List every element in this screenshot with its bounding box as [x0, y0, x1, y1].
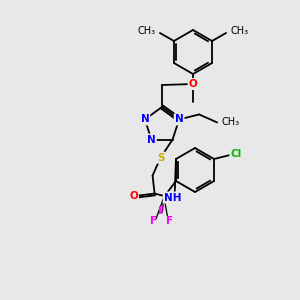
Text: NH: NH — [164, 193, 181, 202]
Text: CH₃: CH₃ — [230, 26, 248, 36]
Text: Cl: Cl — [230, 149, 242, 159]
Text: F: F — [158, 206, 166, 216]
Text: N: N — [175, 114, 184, 124]
Text: F: F — [150, 216, 158, 226]
Text: N: N — [147, 135, 156, 145]
Text: CH₃: CH₃ — [221, 117, 239, 128]
Text: CH₃: CH₃ — [138, 26, 156, 36]
Text: F: F — [167, 216, 173, 226]
Text: N: N — [140, 114, 149, 124]
Text: O: O — [129, 190, 138, 201]
Text: O: O — [189, 79, 197, 89]
Text: S: S — [157, 153, 164, 163]
